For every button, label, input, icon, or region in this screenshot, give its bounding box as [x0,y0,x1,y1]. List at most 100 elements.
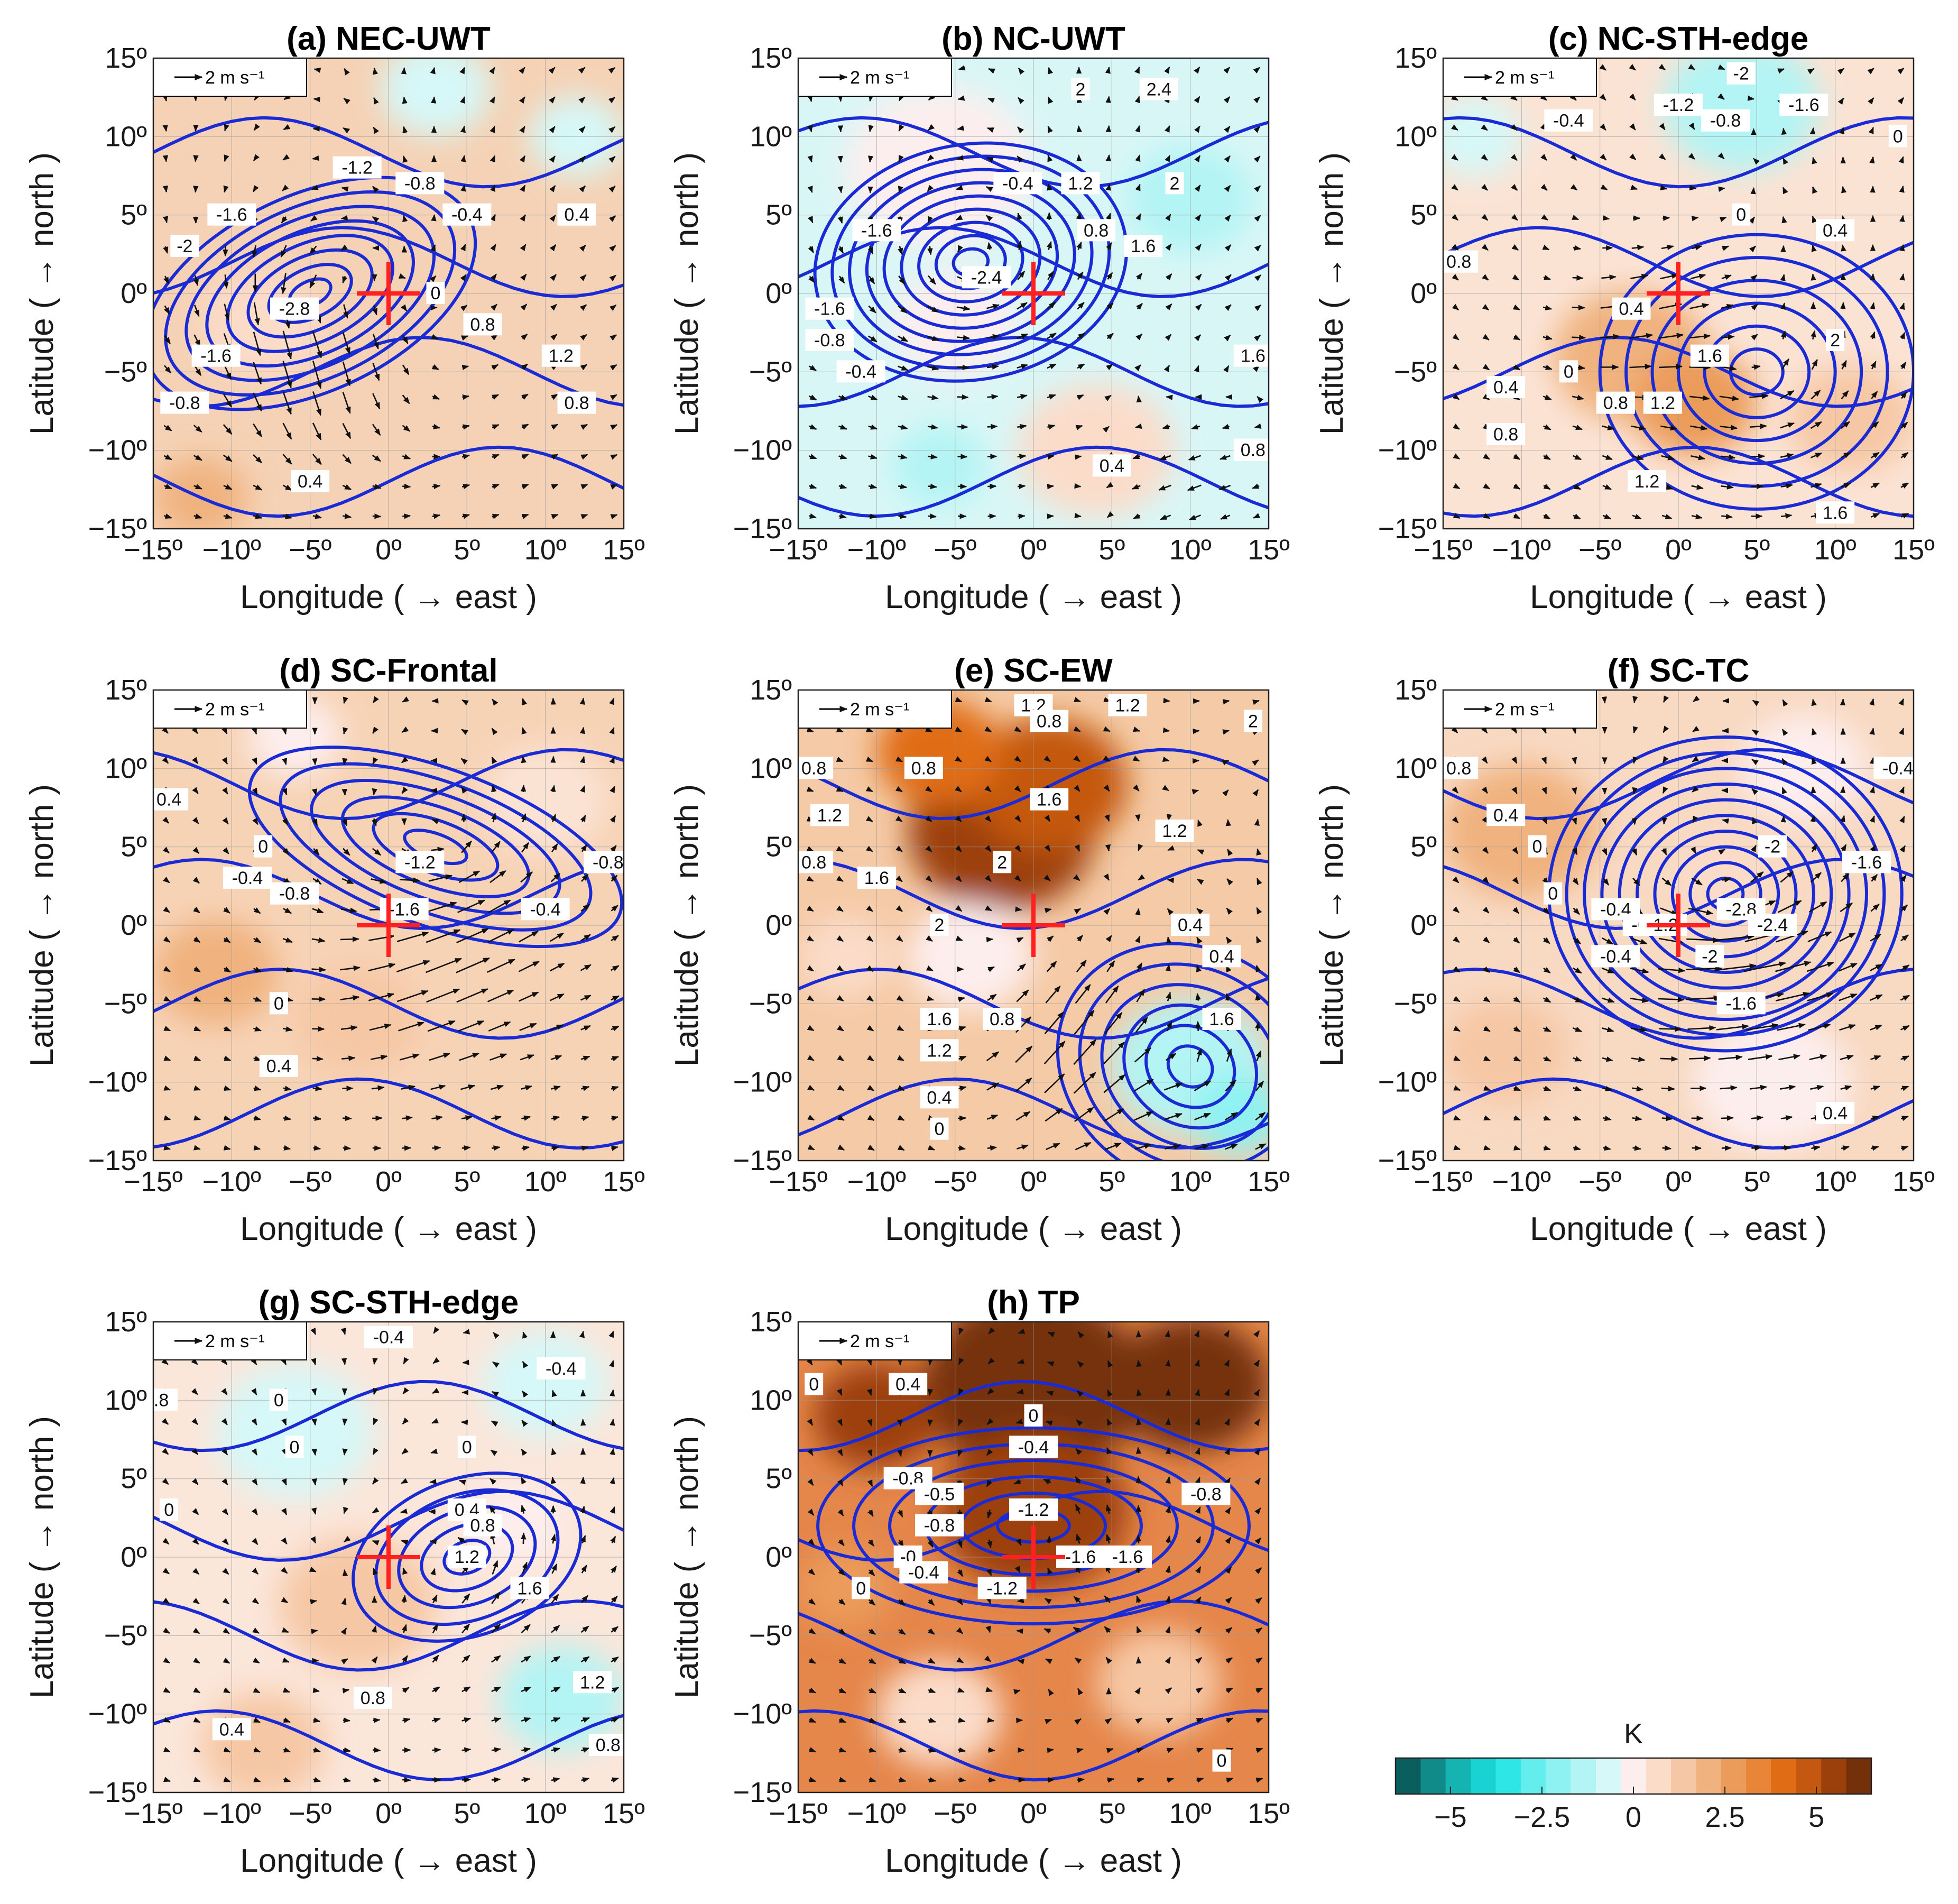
contour-label: 0.8 [353,1687,392,1709]
contour-label: -1.2 [977,1577,1027,1599]
wind-vector [430,1568,436,1576]
x-tick-label: 0º [1020,534,1047,566]
wind-vector [609,304,617,311]
wind-vector [957,454,968,459]
wind-vector [1600,123,1606,131]
wind-vector [1720,425,1738,430]
x-tick-label: −5º [289,534,332,566]
wind-vector [1046,1391,1054,1396]
contour-label-box [333,156,382,179]
wind-vector [432,483,441,490]
contour-label-text: -0.4 [232,868,263,888]
wind-vector [490,303,497,311]
wind-vector [312,1086,322,1091]
contour-label-text: -1.6 [1788,95,1820,115]
wind-vector [1752,816,1758,824]
wind-vector [223,274,229,289]
wind-vector [1254,215,1261,222]
y-tick-label: 10º [105,1384,147,1416]
contour-label: 1.6 [1816,501,1855,524]
wind-vector [1569,94,1577,101]
wind-vector [282,330,292,360]
contour-label: 0.4 [291,470,330,492]
x-tick-label: 15º [1248,1798,1290,1829]
wind-vector [1253,96,1261,104]
contour-label: 2.4 [1139,78,1178,100]
contour-label: 0 [1528,835,1547,858]
y-tick-label: 15º [1394,674,1437,706]
contour-label: 0.8 [1443,250,1479,273]
x-tick-label: 15º [603,1798,645,1829]
wind-vector [1660,425,1677,431]
wind-vector [1048,96,1054,104]
wind-vector [1660,185,1668,190]
contour-label: 0 [269,992,288,1015]
contour-label-text: 0.8 [1493,425,1518,445]
wind-vector [460,244,466,252]
wind-vector [492,394,500,400]
contour-label-text: -0.8 [1190,1484,1222,1504]
wind-vector [1135,1476,1142,1484]
y-tick-label: 10º [1394,752,1437,784]
wind-vector [1661,1086,1675,1092]
contour-line [900,207,1042,317]
wind-vector [1076,241,1082,250]
wind-vector [1599,64,1606,71]
wind-vector [342,1448,348,1456]
wind-vector [1629,93,1636,100]
panel-a: -1.6 -1.2 -0.8 -0.4 0 0.4 0.8 1.2 0.8 -0.8 -1.6 -2 -… [24,21,645,615]
wind-vector [432,1145,441,1151]
x-tick-label: −5º [934,1798,977,1829]
wind-vector [1573,245,1582,251]
wind-vector [1043,875,1051,881]
y-tick-label: 5º [121,831,147,863]
wind-vector [806,727,814,733]
wind-vector [1165,334,1172,341]
contour-label-text: 0.4 [219,1719,244,1740]
wind-vector [1134,66,1140,74]
wind-vector [521,454,529,459]
y-axis-label: Latitude ( → north ) [24,784,60,1066]
wind-vector [163,365,172,374]
contour-label-text: -2 [1765,837,1780,857]
wind-vector [1602,513,1612,520]
wind-vector [193,455,202,461]
anomaly-blob [1631,349,1757,457]
wind-vector [343,727,348,735]
wind-vector [1898,156,1904,164]
wind-vector [372,454,381,462]
wind-vector [253,513,263,519]
wind-vector [372,216,380,223]
wind-vector [1688,64,1696,70]
contour-label: -1.2 [1654,94,1703,116]
contour-label: 2 [1243,710,1262,732]
wind-vector [1572,787,1577,795]
contour-label-box [1139,78,1178,100]
wind-vector [551,454,559,460]
wind-vector [1512,304,1520,310]
wind-vector [1194,334,1201,342]
wind-vector [164,305,170,315]
wind-vector [341,186,349,192]
contour-label-text: -0.8 [404,173,436,194]
wind-vector [866,1358,872,1366]
wind-vector [928,1388,934,1396]
wind-vector [867,246,874,255]
contour-label-text: 0 [1564,362,1574,382]
wind-vector [1253,335,1261,342]
wind-vector [1195,214,1202,222]
wind-vector [1868,97,1874,105]
wind-vector [1452,393,1460,400]
anomaly-blob [216,1365,373,1498]
wind-vector [1782,699,1788,707]
wind-vector [342,361,351,387]
colorbar-swatch [1671,1758,1696,1794]
wind-vector [282,154,290,161]
wind-vector [550,1476,557,1484]
wind-vector [1717,64,1725,70]
wind-vector [1453,483,1461,490]
wind-vector [431,334,439,340]
wind-vector [492,424,500,430]
wind-vector [927,394,939,400]
contour-label-text: 0 [935,1119,945,1139]
